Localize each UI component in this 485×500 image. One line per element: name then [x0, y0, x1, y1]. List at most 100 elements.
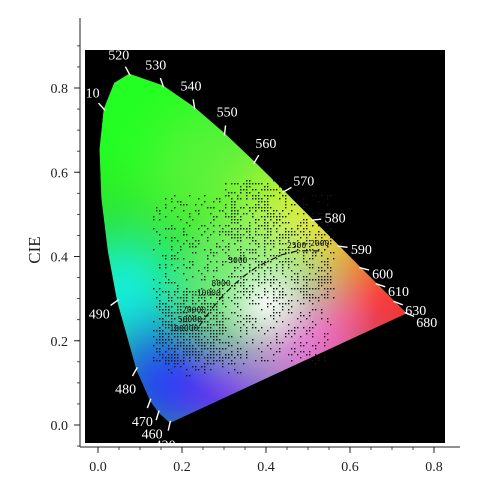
sample-point	[195, 210, 197, 212]
sample-point	[267, 186, 269, 188]
sample-point	[267, 306, 269, 308]
sample-point	[285, 231, 287, 233]
sample-point	[243, 294, 245, 296]
sample-point	[204, 267, 206, 269]
sample-point	[204, 279, 206, 281]
sample-point	[171, 240, 173, 242]
sample-point	[183, 333, 185, 335]
sample-point	[294, 282, 296, 284]
sample-point	[207, 354, 209, 356]
sample-point	[261, 342, 263, 344]
sample-point	[333, 252, 335, 254]
sample-point	[309, 351, 311, 353]
sample-point	[204, 225, 206, 227]
sample-point	[312, 345, 314, 347]
sample-point	[234, 258, 236, 260]
sample-point	[333, 288, 335, 290]
sample-point	[249, 297, 251, 299]
y-tick-label: 0.8	[51, 82, 69, 97]
sample-point	[261, 207, 263, 209]
sample-point	[165, 228, 167, 230]
sample-point	[219, 360, 221, 362]
sample-point	[174, 336, 176, 338]
sample-point	[324, 297, 326, 299]
sample-point	[321, 243, 323, 245]
sample-point	[297, 327, 299, 329]
sample-point	[204, 369, 206, 371]
sample-point	[237, 237, 239, 239]
sample-point	[228, 363, 230, 365]
sample-point	[252, 318, 254, 320]
sample-point	[204, 249, 206, 251]
sample-point	[201, 309, 203, 311]
sample-point	[234, 363, 236, 365]
sample-point	[195, 294, 197, 296]
sample-point	[213, 252, 215, 254]
sample-point	[258, 282, 260, 284]
sample-point	[273, 282, 275, 284]
sample-point	[198, 297, 200, 299]
sample-point	[285, 282, 287, 284]
temperature-label-100000: 100000	[169, 324, 198, 333]
sample-point	[276, 339, 278, 341]
sample-point	[228, 297, 230, 299]
sample-point	[186, 240, 188, 242]
sample-point	[324, 276, 326, 278]
sample-point	[192, 276, 194, 278]
sample-point	[192, 237, 194, 239]
sample-point	[237, 303, 239, 305]
sample-point	[246, 315, 248, 317]
sample-point	[168, 282, 170, 284]
sample-point	[168, 333, 170, 335]
sample-point	[222, 333, 224, 335]
sample-point	[198, 213, 200, 215]
sample-point	[207, 357, 209, 359]
sample-point	[255, 294, 257, 296]
sample-point	[309, 240, 311, 242]
sample-point	[186, 375, 188, 377]
sample-point	[321, 312, 323, 314]
sample-point	[261, 309, 263, 311]
sample-point	[309, 249, 311, 251]
sample-point	[189, 339, 191, 341]
sample-point	[240, 237, 242, 239]
sample-point	[288, 312, 290, 314]
wavelength-labels: 4204604704804905105205305405505605705805…	[79, 48, 438, 453]
sample-point	[189, 360, 191, 362]
sample-point	[168, 345, 170, 347]
sample-point	[303, 252, 305, 254]
sample-point	[234, 228, 236, 230]
sample-point	[216, 252, 218, 254]
sample-point	[267, 237, 269, 239]
sample-point	[264, 270, 266, 272]
sample-point	[291, 234, 293, 236]
wavelength-tick-530	[159, 77, 165, 88]
sample-point	[174, 303, 176, 305]
sample-point	[264, 333, 266, 335]
sample-point	[297, 252, 299, 254]
sample-point	[225, 252, 227, 254]
sample-point	[210, 294, 212, 296]
sample-point	[324, 270, 326, 272]
sample-point	[258, 192, 260, 194]
sample-point	[174, 270, 176, 272]
sample-point	[324, 333, 326, 335]
wavelength-label-560: 560	[255, 137, 276, 152]
sample-point	[183, 357, 185, 359]
sample-point	[198, 291, 200, 293]
sample-point	[294, 234, 296, 236]
sample-point	[276, 255, 278, 257]
sample-point	[306, 333, 308, 335]
sample-point	[201, 297, 203, 299]
sample-point	[297, 282, 299, 284]
sample-point	[306, 252, 308, 254]
sample-point	[216, 354, 218, 356]
sample-point	[294, 231, 296, 233]
sample-point	[243, 258, 245, 260]
sample-point	[303, 294, 305, 296]
sample-point	[294, 348, 296, 350]
sample-point	[270, 327, 272, 329]
sample-point	[228, 345, 230, 347]
sample-point	[324, 279, 326, 281]
sample-point	[252, 195, 254, 197]
